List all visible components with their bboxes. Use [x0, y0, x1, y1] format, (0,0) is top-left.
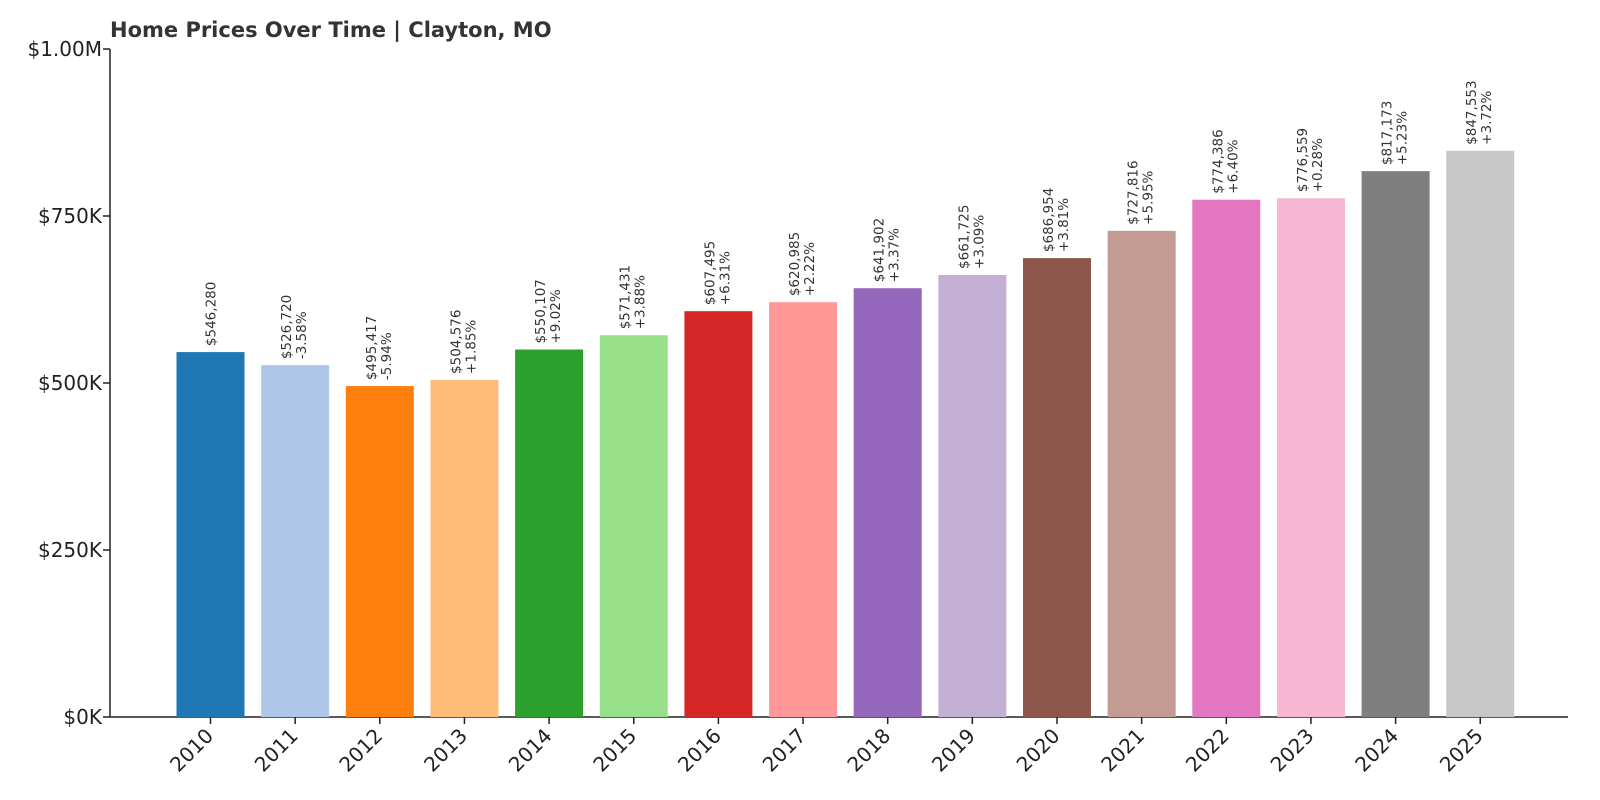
change-label: -3.58%	[294, 311, 310, 359]
y-tick-label: $0K	[63, 705, 102, 729]
data-labels-group: $546,280 $526,720 -3.58% $495,417 -5.94% $504…	[204, 80, 1496, 380]
bar-2022	[1192, 199, 1261, 717]
x-tick-label: 2025	[1435, 724, 1488, 777]
x-tick-label: 2015	[588, 724, 641, 777]
bar-2013	[430, 379, 499, 717]
bars-group	[176, 150, 1515, 717]
value-label: $817,173	[1380, 101, 1396, 165]
x-tick-label: 2022	[1181, 724, 1234, 777]
bar-2012	[345, 386, 414, 717]
value-label: $620,985	[787, 232, 803, 296]
value-label: $607,495	[702, 241, 718, 305]
x-tick-label: 2016	[673, 724, 726, 777]
bar-2011	[261, 365, 330, 717]
change-label: +2.22%	[802, 242, 818, 296]
y-axis: $0K $250K $500K $750K $1.00M	[27, 37, 111, 729]
change-label: +6.40%	[1225, 139, 1241, 193]
value-label: $550,107	[533, 279, 549, 343]
x-axis: 2010 2011 2012 2013 2014 2015 2016 2017 2018 2019…	[110, 716, 1568, 777]
value-label: $546,280	[204, 282, 220, 346]
change-label: +6.31%	[717, 251, 733, 305]
value-label: $495,417	[364, 316, 380, 380]
change-label: +1.85%	[463, 320, 479, 374]
y-tick-label: $250K	[38, 538, 103, 562]
x-tick-label: 2012	[334, 724, 387, 777]
change-label: +0.28%	[1310, 138, 1326, 192]
change-label: +5.23%	[1395, 111, 1411, 165]
change-label: +5.95%	[1141, 170, 1157, 224]
value-label: $661,725	[956, 205, 972, 269]
bar-2019	[938, 274, 1007, 717]
chart-title: Home Prices Over Time | Clayton, MO	[110, 18, 552, 43]
change-label: +3.81%	[1056, 198, 1072, 252]
bar-2017	[769, 302, 838, 717]
x-tick-label: 2021	[1096, 724, 1149, 777]
change-label: +3.88%	[633, 275, 649, 329]
change-label: +3.09%	[971, 215, 987, 269]
x-tick-label: 2017	[758, 724, 811, 777]
change-label: +9.02%	[548, 289, 564, 343]
value-label: $774,386	[1210, 129, 1226, 193]
value-label: $776,559	[1295, 128, 1311, 192]
value-label: $504,576	[448, 310, 464, 374]
bar-2010	[176, 352, 245, 717]
bar-2025	[1446, 150, 1515, 717]
x-tick-label: 2024	[1350, 724, 1403, 777]
y-tick-label: $750K	[38, 204, 103, 228]
bar-2020	[1023, 258, 1091, 717]
x-tick-label: 2013	[419, 724, 472, 777]
bar-2014	[515, 349, 584, 717]
x-tick-label: 2019	[927, 724, 980, 777]
x-tick-label: 2011	[250, 724, 303, 777]
y-tick-label: $1.00M	[27, 37, 102, 61]
bar-2015	[599, 335, 668, 717]
x-tick-label: 2010	[165, 724, 218, 777]
value-label: $526,720	[279, 295, 295, 359]
value-label: $571,431	[618, 265, 634, 329]
bar-2021	[1107, 230, 1176, 717]
x-tick-label: 2018	[842, 724, 895, 777]
value-label: $686,954	[1041, 188, 1057, 252]
change-label: +3.72%	[1479, 90, 1495, 144]
y-tick-label: $500K	[38, 371, 103, 395]
bar-2016	[684, 311, 753, 717]
value-label: $641,902	[872, 218, 888, 282]
x-tick-label: 2023	[1266, 724, 1319, 777]
bar-2023	[1276, 198, 1345, 717]
bar-2018	[853, 288, 922, 717]
x-tick-label: 2020	[1012, 724, 1065, 777]
change-label: -5.94%	[379, 332, 395, 380]
change-label: +3.37%	[887, 228, 903, 282]
x-tick-label: 2014	[504, 724, 557, 777]
value-label: $727,816	[1126, 160, 1142, 224]
bar-2024	[1361, 171, 1430, 717]
value-label: $847,553	[1464, 80, 1480, 144]
